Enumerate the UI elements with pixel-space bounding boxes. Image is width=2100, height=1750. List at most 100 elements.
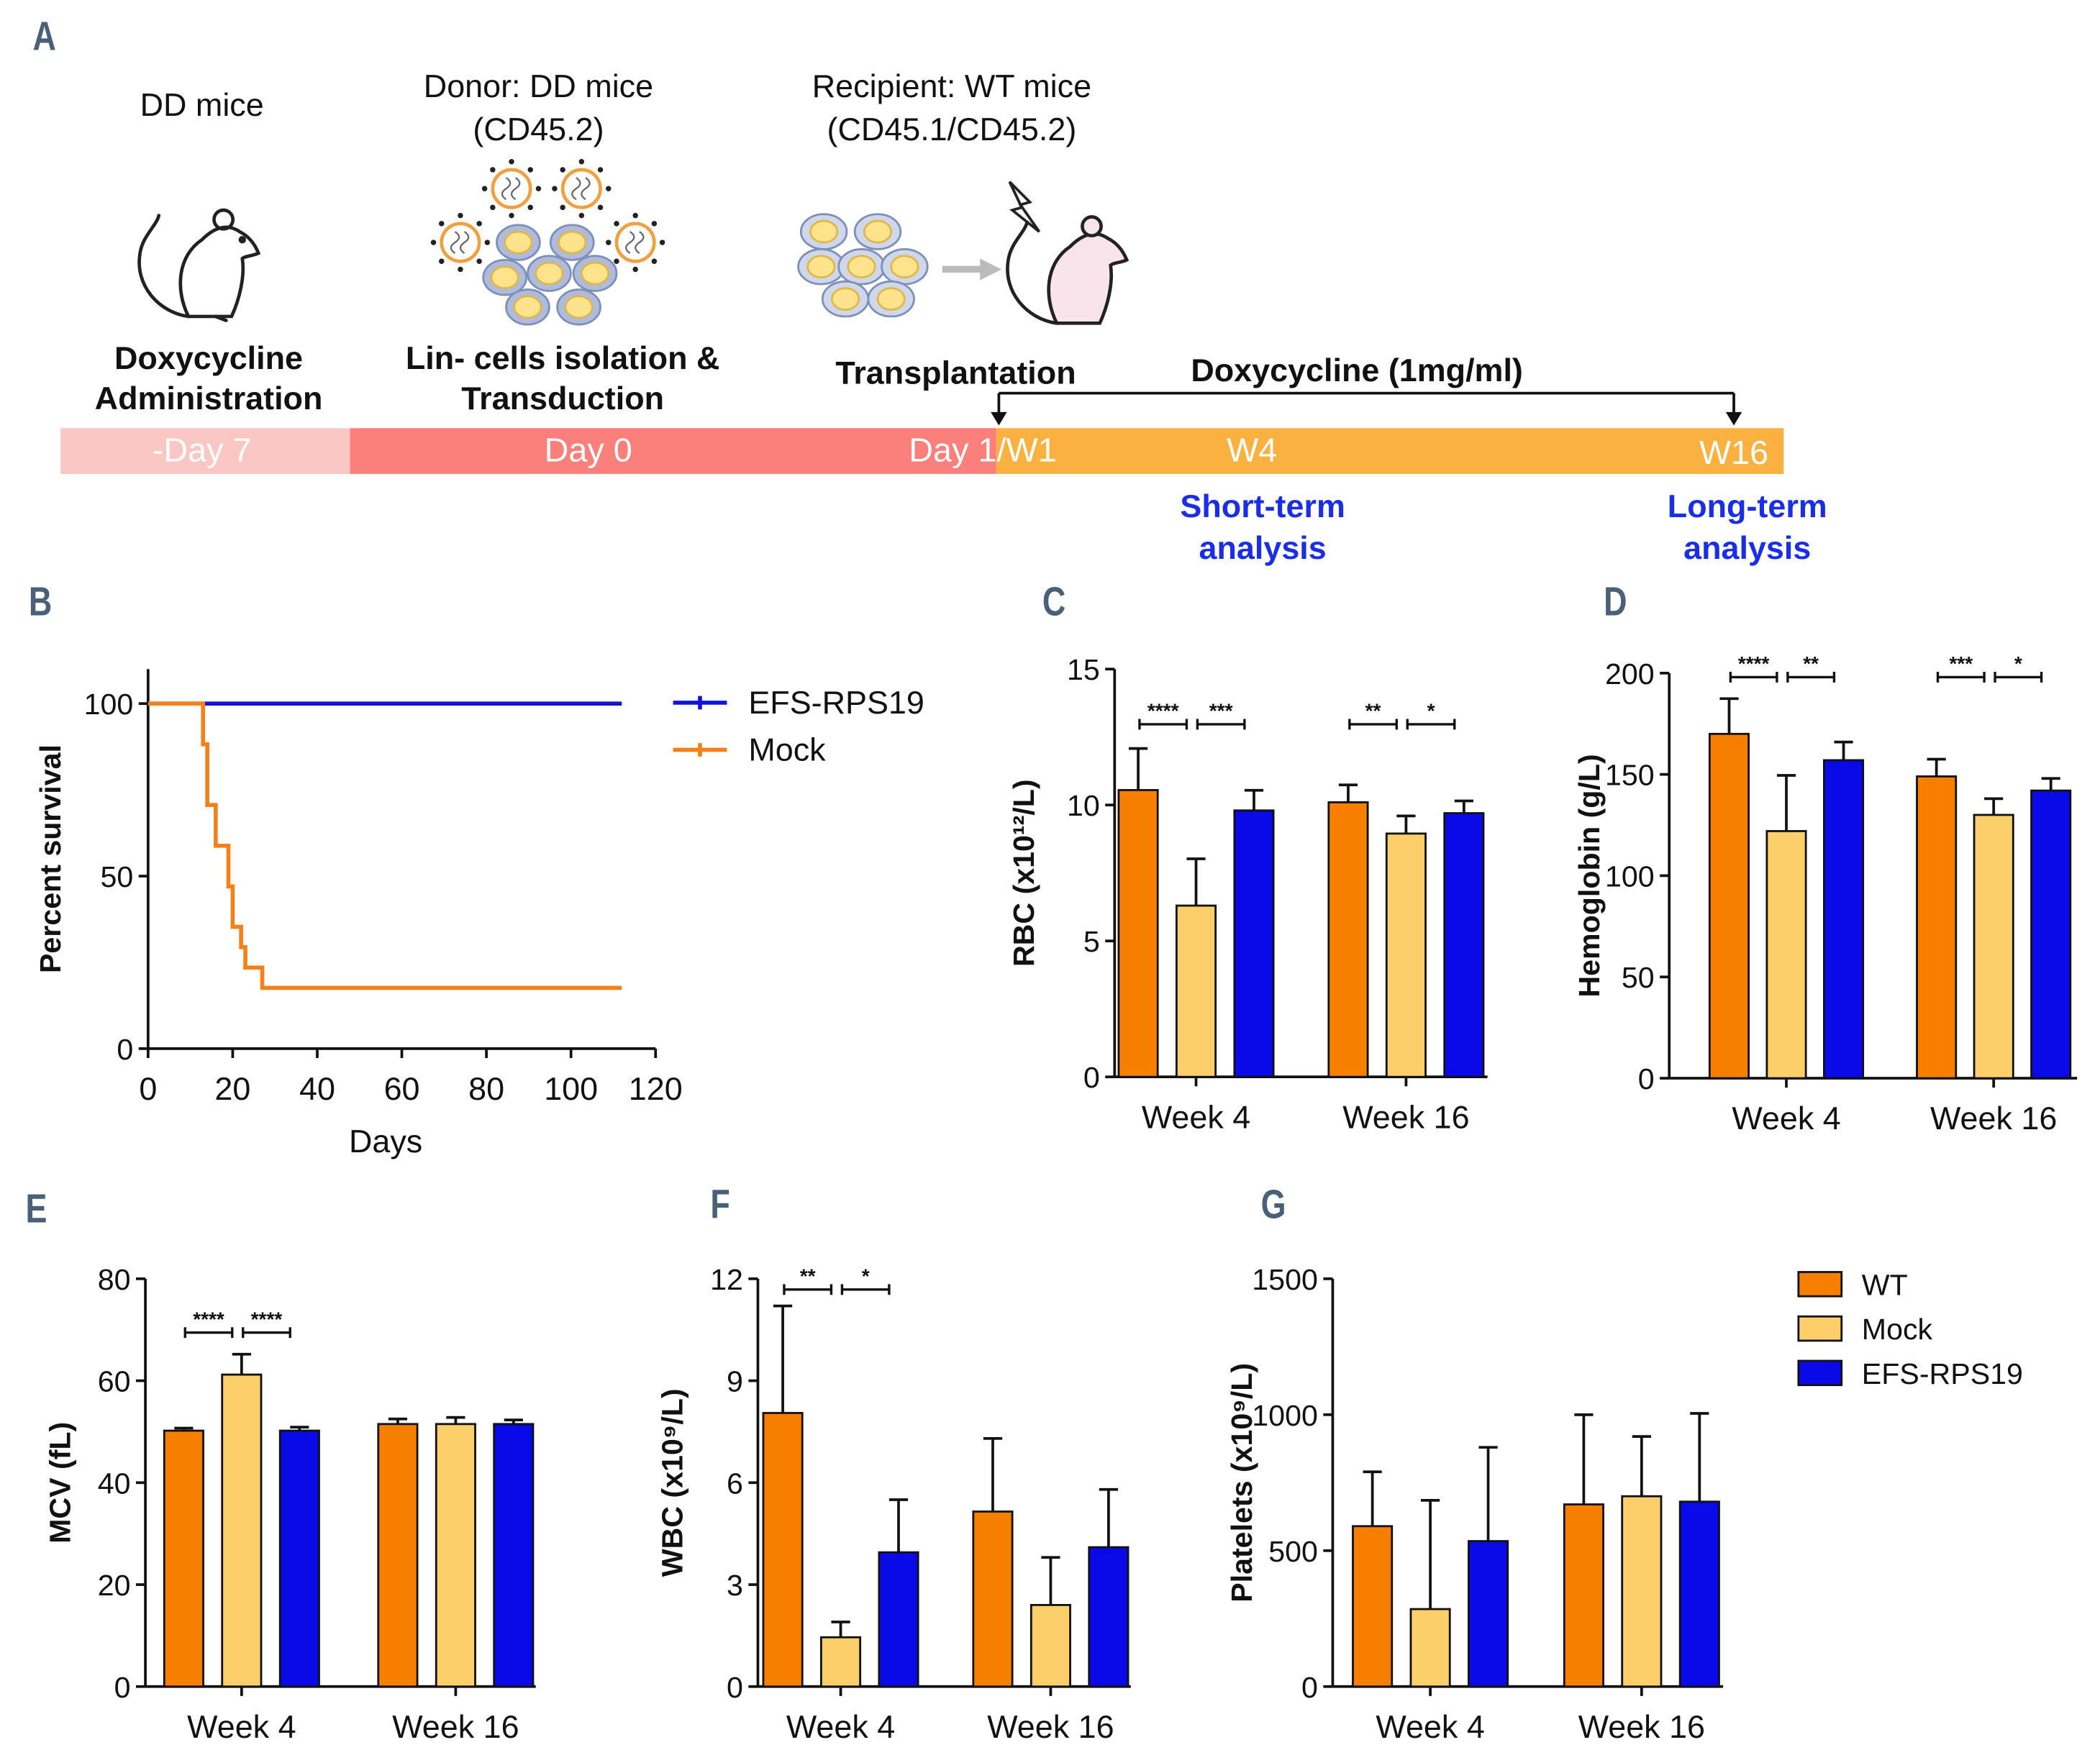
bar <box>1916 775 1958 1080</box>
y-tick-label: 0 <box>117 1033 133 1066</box>
bar <box>1823 759 1865 1080</box>
y-axis-title: MCV (fL) <box>43 1422 76 1544</box>
panel-label: G <box>1261 1182 1286 1227</box>
step-caption: DD mice <box>140 86 264 123</box>
significance-bracket <box>840 1284 891 1295</box>
significance-label: ** <box>800 1264 816 1287</box>
panel-label: E <box>26 1185 47 1231</box>
significance-label: *** <box>1209 700 1233 722</box>
bar <box>1385 832 1427 1078</box>
bar <box>878 1551 919 1688</box>
significance-bracket <box>1786 671 1836 683</box>
bar <box>820 1636 862 1688</box>
bar <box>1973 814 2014 1080</box>
step-title: Lin- cells isolation & <box>406 339 720 376</box>
y-tick-label: 9 <box>727 1365 743 1398</box>
x-tick-label: 20 <box>214 1070 250 1107</box>
y-axis-title: Hemoglobin (g/L) <box>1573 754 1606 997</box>
bar <box>278 1429 320 1688</box>
bar <box>1468 1540 1509 1688</box>
y-tick-label: 3 <box>727 1569 743 1602</box>
mouse-icon <box>1006 215 1129 325</box>
y-axis-title: RBC (x10¹²/L) <box>1007 779 1040 967</box>
y-tick-label: 60 <box>98 1365 131 1398</box>
y-tick-label: 15 <box>1067 653 1100 686</box>
step-caption: Recipient: WT mice <box>812 68 1091 104</box>
legend-swatch <box>1797 1271 1843 1298</box>
significance-bracket <box>1994 671 2043 683</box>
timeline-label: -Day 7 <box>153 431 252 468</box>
bar <box>1443 812 1485 1078</box>
irradiation-icon <box>1008 181 1041 233</box>
y-tick-label: 0 <box>114 1671 131 1704</box>
timeline-label: W4 <box>1227 431 1277 468</box>
y-axis-title: Platelets (x10⁹/L) <box>1225 1363 1258 1603</box>
bar <box>1352 1525 1394 1688</box>
timeline-segment <box>996 428 1784 474</box>
y-tick-label: 0 <box>1301 1671 1318 1704</box>
arrow-head <box>991 411 1742 426</box>
timeline-label: Day 0 <box>545 431 632 468</box>
significance-bracket <box>1729 671 1778 683</box>
timeline-segment <box>350 428 996 474</box>
y-tick-label: 50 <box>100 860 133 893</box>
step-title: Transplantation <box>835 355 1076 391</box>
bar <box>1029 1604 1071 1688</box>
bar <box>493 1423 535 1688</box>
significance-label: * <box>862 1264 870 1287</box>
significance-label: **** <box>251 1308 283 1330</box>
legend-label: EFS-RPS19 <box>748 684 924 721</box>
y-tick-label: 100 <box>1605 860 1655 893</box>
step-caption: Donor: DD mice <box>424 68 653 104</box>
y-tick-label: 500 <box>1268 1535 1318 1568</box>
schematic: DD mice Donor: DD mice (CD45.2) Recipien… <box>60 68 1827 566</box>
step-caption: (CD45.1/CD45.2) <box>827 111 1077 147</box>
y-tick-label: 12 <box>710 1263 743 1296</box>
survival-line <box>147 701 622 990</box>
significance-label: * <box>1427 700 1435 722</box>
x-tick-label: 40 <box>299 1070 335 1107</box>
y-tick-label: 1000 <box>1252 1399 1318 1432</box>
timeline-segment <box>60 428 350 474</box>
cell-cluster <box>797 213 929 318</box>
arrow-head <box>980 258 1002 281</box>
y-tick-label: 0 <box>1638 1062 1655 1095</box>
x-tick-label: 0 <box>139 1070 157 1107</box>
bar <box>1117 789 1159 1078</box>
significance-bracket <box>183 1327 234 1339</box>
bar <box>163 1429 204 1688</box>
significance-bracket <box>1406 719 1456 730</box>
bar <box>221 1373 263 1688</box>
bar <box>1088 1546 1129 1688</box>
bar <box>1708 732 1750 1080</box>
y-tick-label: 5 <box>1083 925 1100 958</box>
virus-icons <box>430 159 665 273</box>
x-tick-label: 60 <box>384 1070 420 1107</box>
y-axis-title: Percent survival <box>34 744 67 973</box>
y-tick-label: 1500 <box>1252 1263 1318 1296</box>
significance-label: * <box>2014 652 2022 675</box>
step-title: Transduction <box>461 380 664 416</box>
significance-bracket <box>783 1284 833 1295</box>
bar <box>1563 1503 1604 1688</box>
bar <box>1327 801 1369 1078</box>
significance-label: *** <box>1949 652 1973 675</box>
step-title: Doxycycline <box>114 339 303 376</box>
significance-bracket <box>242 1327 291 1339</box>
y-tick-label: 0 <box>1083 1061 1100 1094</box>
bar <box>972 1510 1014 1688</box>
significance-bracket <box>1138 719 1188 730</box>
panel-label: B <box>29 579 52 624</box>
legend-swatch <box>1797 1359 1843 1387</box>
y-tick-label: 80 <box>98 1263 131 1296</box>
bar <box>1765 830 1807 1080</box>
panel-label: D <box>1604 579 1627 624</box>
significance-bracket <box>1348 719 1399 730</box>
bar <box>1409 1608 1451 1688</box>
x-tick-label: Week 16 <box>1578 1708 1705 1745</box>
treatment-bracket <box>997 391 1735 415</box>
timeline-label: W16 <box>1699 434 1768 471</box>
x-tick-label: 80 <box>468 1070 504 1107</box>
